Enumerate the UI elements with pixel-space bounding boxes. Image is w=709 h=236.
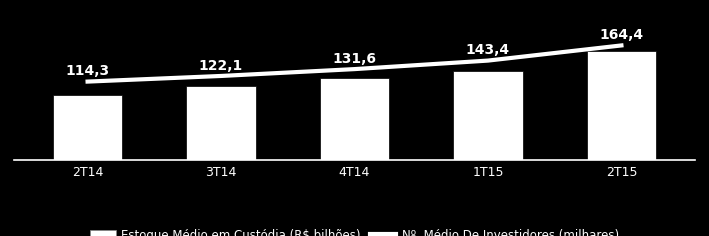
- Text: 131,6: 131,6: [333, 52, 376, 66]
- Legend: Estoque Médio em Custódia (R$ bilhões), Nº. Médio De Investidores (milhares): Estoque Médio em Custódia (R$ bilhões), …: [85, 224, 624, 236]
- Bar: [587, 51, 656, 160]
- Text: 143,4: 143,4: [466, 43, 510, 57]
- Text: 114,3: 114,3: [65, 64, 110, 78]
- Bar: [53, 95, 122, 160]
- Bar: [320, 78, 389, 160]
- Text: 122,1: 122,1: [199, 59, 243, 73]
- Bar: [453, 71, 523, 160]
- Bar: [186, 86, 256, 160]
- Text: 164,4: 164,4: [599, 28, 644, 42]
